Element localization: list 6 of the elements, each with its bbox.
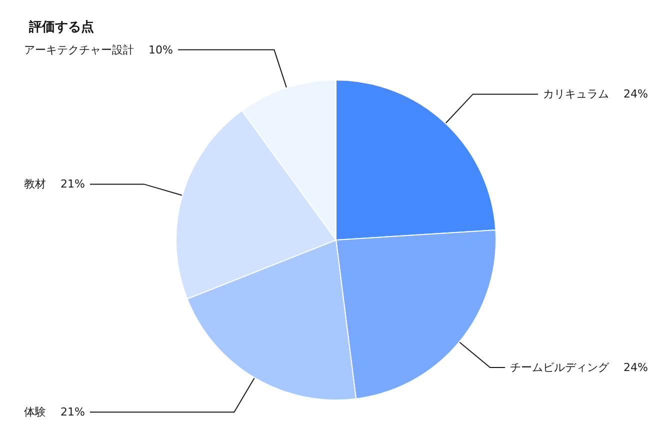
slice-label: カリキュラム 24%	[543, 88, 648, 101]
slice-label: チームビルディング 24%	[510, 360, 648, 374]
chart-title: 評価する点	[28, 19, 94, 35]
slice-label: 教材 21%	[24, 178, 85, 191]
slice-label: アーキテクチャー設計 10%	[24, 43, 173, 56]
slice-label: 体験 21%	[24, 406, 85, 419]
